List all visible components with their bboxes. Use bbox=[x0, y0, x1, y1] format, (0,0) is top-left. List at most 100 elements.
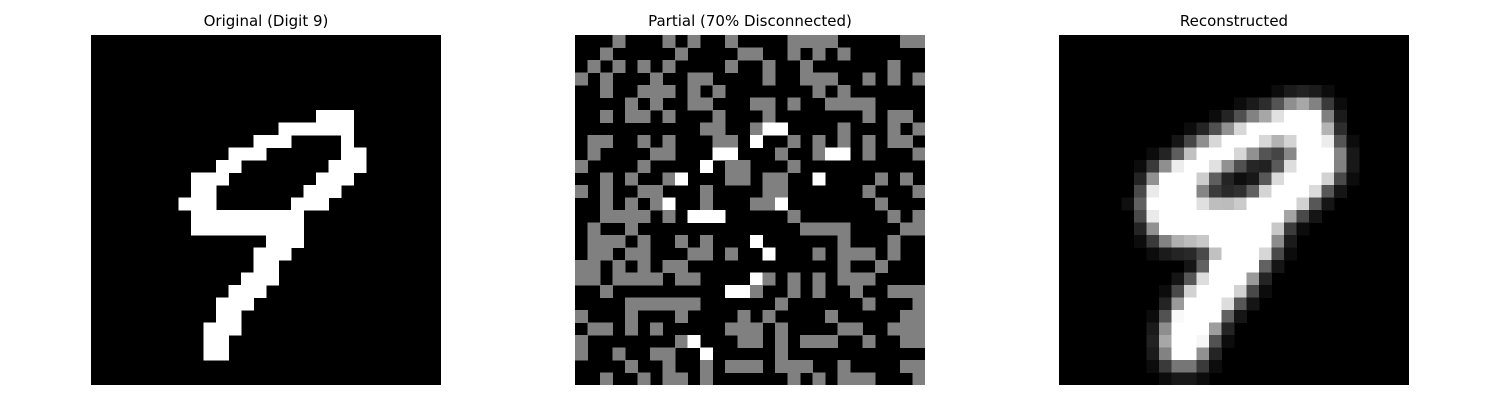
reconstructed-pixel bbox=[1171, 147, 1185, 161]
partial-pixel-disconnected bbox=[862, 372, 876, 385]
reconstructed-pixel bbox=[1246, 172, 1260, 186]
partial-pixel-disconnected bbox=[600, 185, 613, 198]
reconstructed-pixel bbox=[1246, 122, 1260, 136]
partial-pixel-disconnected bbox=[612, 347, 626, 361]
partial-pixel-disconnected bbox=[587, 222, 601, 236]
partial-pixel-disconnected bbox=[600, 247, 613, 261]
partial-pixel-disconnected bbox=[825, 97, 838, 111]
original-pixel bbox=[341, 147, 354, 161]
original-pixel bbox=[253, 260, 267, 273]
reconstructed-pixel bbox=[1309, 172, 1322, 186]
partial-pixel-disconnected bbox=[887, 285, 901, 298]
original-pixel bbox=[228, 310, 242, 323]
reconstructed-pixel bbox=[1284, 172, 1297, 186]
partial-pixel-disconnected bbox=[612, 60, 626, 73]
reconstructed-pixel bbox=[1284, 85, 1297, 98]
reconstructed-pixel bbox=[1159, 347, 1172, 361]
partial-pixel-disconnected bbox=[687, 272, 701, 286]
reconstructed-pixel bbox=[1209, 247, 1222, 261]
reconstructed-pixel bbox=[1321, 110, 1335, 123]
partial-pixel-disconnected bbox=[700, 185, 713, 198]
partial-pixel-disconnected bbox=[887, 72, 901, 86]
reconstructed-pixel bbox=[1246, 222, 1260, 236]
reconstructed-pixel bbox=[1271, 110, 1285, 123]
partial-pixel-disconnected bbox=[812, 222, 826, 236]
reconstructed-pixel bbox=[1209, 147, 1222, 161]
partial-pixel-disconnected bbox=[650, 72, 663, 86]
reconstructed-pixel bbox=[1271, 85, 1285, 98]
reconstructed-pixel bbox=[1171, 347, 1185, 361]
original-pixel bbox=[241, 222, 254, 236]
reconstructed-pixel bbox=[1296, 172, 1310, 186]
reconstructed-pixel bbox=[1184, 122, 1197, 136]
reconstructed-pixel bbox=[1321, 197, 1335, 211]
reconstructed-pixel bbox=[1209, 272, 1222, 286]
reconstructed-pixel bbox=[1221, 285, 1235, 298]
partial-pixel-disconnected bbox=[650, 197, 663, 211]
reconstructed-pixel bbox=[1271, 185, 1285, 198]
reconstructed-pixel bbox=[1334, 110, 1347, 123]
reconstructed-pixel bbox=[1259, 197, 1272, 211]
reconstructed-pixel bbox=[1296, 185, 1310, 198]
partial-pixel-disconnected bbox=[662, 147, 676, 161]
reconstructed-pixel bbox=[1146, 210, 1160, 223]
reconstructed-pixel bbox=[1296, 85, 1310, 98]
reconstructed-pixel bbox=[1234, 222, 1247, 236]
original-pixel bbox=[316, 197, 329, 211]
reconstructed-pixel bbox=[1121, 197, 1135, 211]
reconstructed-pixel bbox=[1171, 160, 1185, 173]
reconstructed-pixel bbox=[1196, 260, 1210, 273]
reconstructed-pixel bbox=[1246, 185, 1260, 198]
partial-pixel-disconnected bbox=[875, 260, 888, 273]
partial-pixel-disconnected bbox=[575, 310, 588, 323]
partial-pixel-disconnected bbox=[687, 97, 701, 111]
reconstructed-pixel bbox=[1259, 147, 1272, 161]
reconstructed-pixel bbox=[1196, 335, 1210, 348]
original-pixel bbox=[216, 297, 229, 311]
partial-pixel-disconnected bbox=[912, 122, 925, 136]
partial-pixel-disconnected bbox=[575, 72, 588, 86]
partial-pixel-disconnected bbox=[700, 122, 713, 136]
reconstructed-pixel bbox=[1259, 247, 1272, 261]
reconstructed-pixel bbox=[1309, 85, 1322, 98]
reconstructed-pixel bbox=[1259, 122, 1272, 136]
reconstructed-pixel bbox=[1184, 210, 1197, 223]
reconstructed-pixel bbox=[1284, 122, 1297, 136]
original-pixel bbox=[228, 222, 242, 236]
partial-pixel-on bbox=[725, 285, 738, 298]
reconstructed-digit-image bbox=[1059, 35, 1409, 385]
reconstructed-pixel bbox=[1246, 235, 1260, 248]
reconstructed-pixel bbox=[1334, 135, 1347, 148]
reconstructed-pixel bbox=[1171, 372, 1185, 385]
partial-pixel-disconnected bbox=[812, 335, 826, 348]
reconstructed-pixel bbox=[1296, 97, 1310, 111]
partial-pixel-disconnected bbox=[900, 322, 913, 336]
reconstructed-pixel bbox=[1234, 172, 1247, 186]
partial-pixel-disconnected bbox=[725, 172, 738, 186]
partial-pixel-disconnected bbox=[900, 172, 913, 186]
original-pixel bbox=[241, 297, 254, 311]
reconstructed-pixel bbox=[1234, 285, 1247, 298]
original-pixel bbox=[266, 210, 279, 223]
partial-pixel-disconnected bbox=[837, 47, 851, 61]
partial-pixel-disconnected bbox=[637, 160, 651, 173]
reconstructed-pixel bbox=[1146, 347, 1160, 361]
partial-pixel-disconnected bbox=[812, 272, 826, 286]
partial-pixel-disconnected bbox=[800, 60, 813, 73]
partial-pixel-disconnected bbox=[600, 235, 613, 248]
reconstructed-pixel bbox=[1234, 197, 1247, 211]
original-pixel bbox=[303, 122, 317, 136]
original-pixel bbox=[266, 135, 279, 148]
partial-pixel-disconnected bbox=[662, 60, 676, 73]
reconstructed-pixel bbox=[1171, 197, 1185, 211]
reconstructed-pixel bbox=[1346, 172, 1360, 186]
partial-pixel-disconnected bbox=[837, 247, 851, 261]
partial-pixel-disconnected bbox=[750, 122, 763, 136]
reconstructed-pixel bbox=[1259, 210, 1272, 223]
reconstructed-pixel bbox=[1246, 97, 1260, 111]
reconstructed-pixel bbox=[1246, 247, 1260, 261]
partial-pixel-disconnected bbox=[612, 210, 626, 223]
partial-pixel-disconnected bbox=[600, 85, 613, 98]
reconstructed-pixel bbox=[1159, 210, 1172, 223]
reconstructed-pixel bbox=[1196, 235, 1210, 248]
